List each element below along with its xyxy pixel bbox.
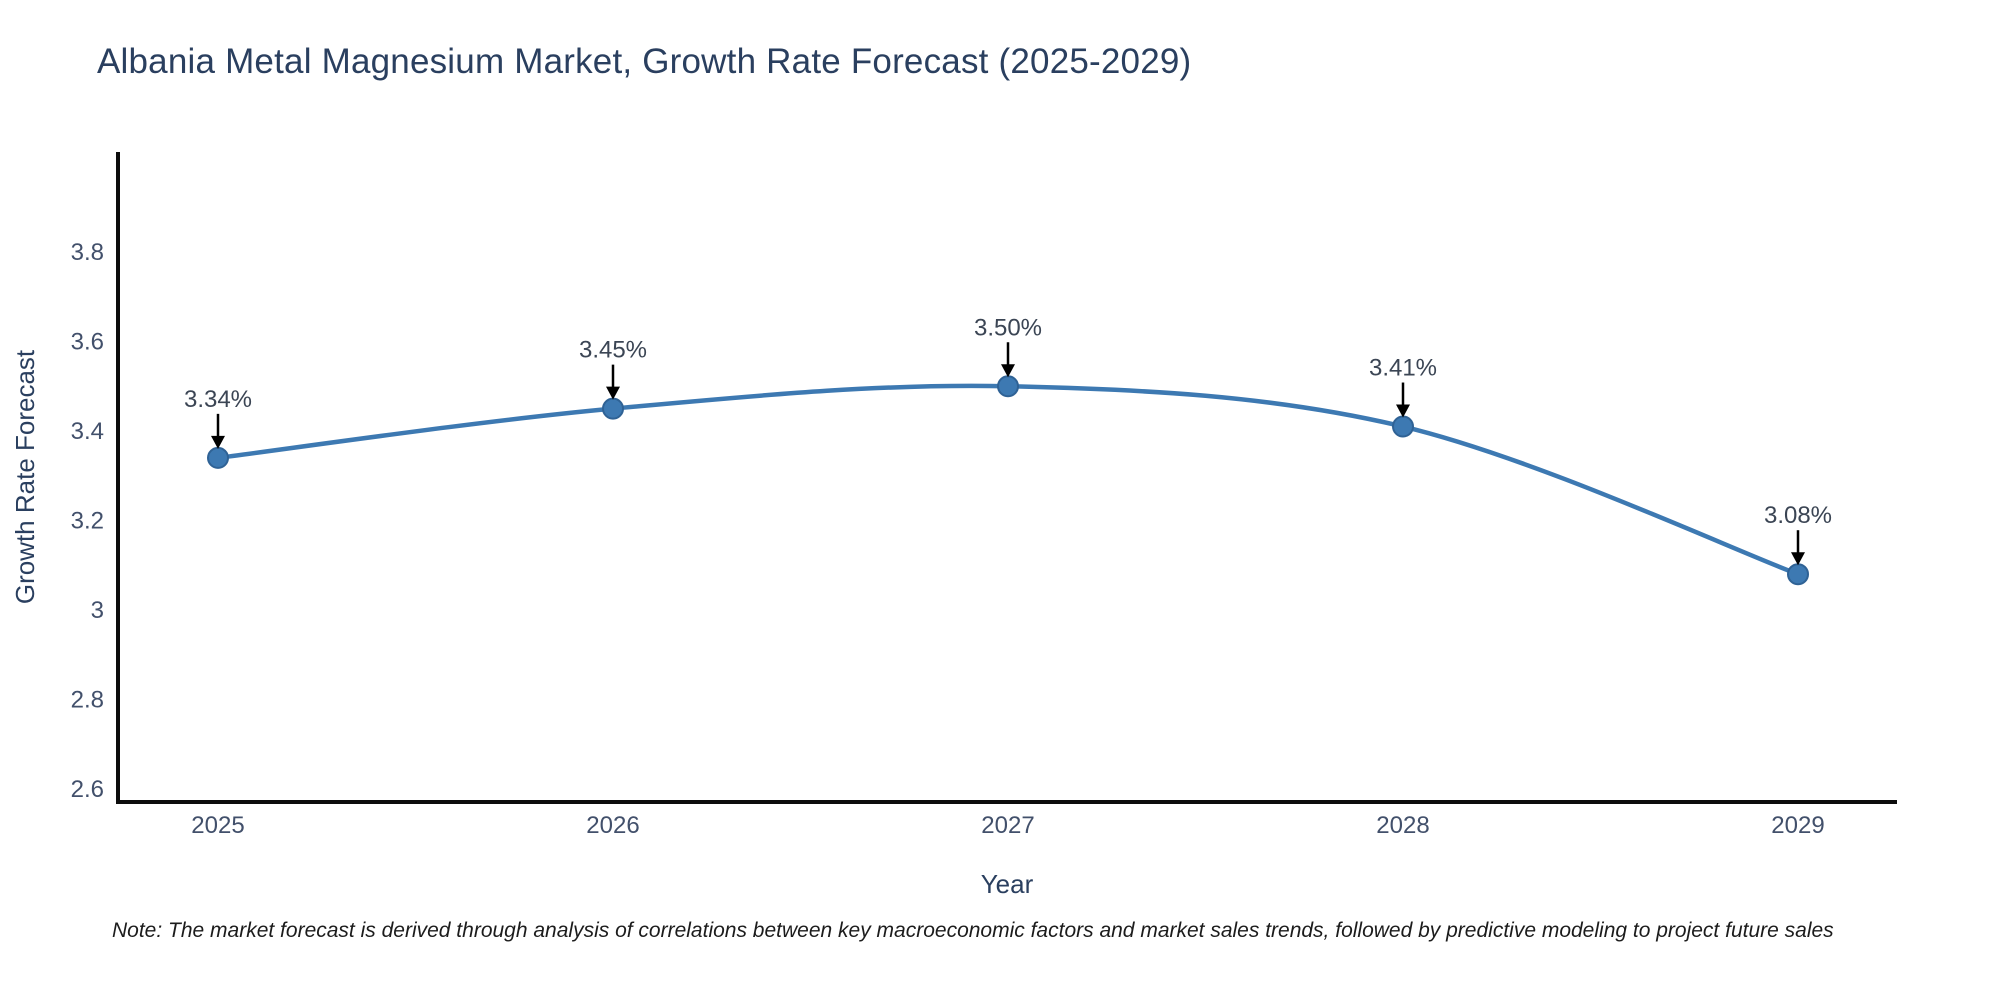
annotation-label: 3.34%: [184, 386, 252, 413]
annotation-label: 3.08%: [1764, 502, 1832, 529]
y-axis-title: Growth Rate Forecast: [10, 349, 40, 604]
data-point-marker: [997, 375, 1019, 398]
annotation-arrowhead: [211, 435, 225, 449]
series-line: [215, 383, 1801, 577]
data-point-marker: [1392, 415, 1414, 438]
x-tick-label: 2028: [1376, 812, 1429, 839]
y-tick-label: 3.2: [71, 508, 104, 535]
x-tick-label: 2025: [191, 812, 244, 839]
x-tick-label: 2026: [586, 812, 639, 839]
annotation-label: 3.50%: [974, 314, 1042, 341]
y-tick-label: 3: [91, 597, 104, 624]
annotation-label: 3.45%: [579, 337, 647, 364]
y-tick-label: 3.8: [71, 239, 104, 266]
x-axis-title: Year: [981, 869, 1034, 899]
y-tick-label: 2.6: [71, 776, 104, 803]
chart-title: Albania Metal Magnesium Market, Growth R…: [97, 42, 1192, 81]
annotation-label: 3.41%: [1369, 355, 1437, 382]
y-tick-label: 3.4: [71, 418, 104, 445]
annotation-arrowhead: [606, 386, 620, 400]
footnote: Note: The market forecast is derived thr…: [112, 919, 1834, 942]
data-point-marker: [207, 446, 229, 469]
data-point-marker: [602, 397, 624, 420]
annotation-arrowhead: [1001, 364, 1015, 378]
data-point-marker: [1787, 563, 1809, 586]
annotation-arrowhead: [1791, 552, 1805, 566]
y-tick-label: 2.8: [71, 687, 104, 714]
annotation-arrowhead: [1396, 404, 1410, 418]
x-tick-label: 2029: [1771, 812, 1824, 839]
y-tick-label: 3.6: [71, 329, 104, 356]
x-tick-label: 2027: [981, 812, 1034, 839]
